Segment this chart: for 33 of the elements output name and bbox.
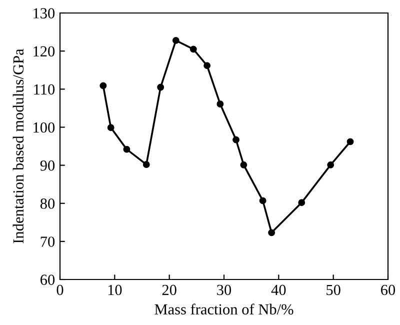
y-tick-label: 120 [34,46,55,57]
point [172,36,180,44]
point [216,100,224,108]
y-tick-label: 60 [40,274,55,285]
x-tick-label: 20 [162,284,176,296]
point [157,84,164,91]
point [268,229,276,236]
x-tick-label: 0 [56,284,64,296]
point [327,161,334,168]
y-tick-label: 80 [40,198,55,209]
point [142,161,150,168]
x-tick-label: 60 [381,284,396,296]
y-tick-label: 130 [34,8,55,18]
point [232,136,240,144]
point [346,138,354,146]
x-tick-label: 50 [326,284,340,296]
y-tick-label: 100 [34,122,55,133]
y-tick-label: 110 [34,84,55,95]
point [204,62,211,70]
y-tick-label: 70 [40,236,55,247]
x-tick-label: 10 [108,284,122,296]
y-axis-title: Indentation based modulus/GPa [12,48,24,244]
x-tick-label: 30 [217,284,232,296]
y-tick-label: 90 [40,160,55,171]
point [123,146,130,153]
point [240,161,248,168]
point [190,46,197,53]
x-tick-label: 40 [271,284,286,296]
x-axis-title: Mass fraction of Nb/% [154,304,294,315]
point [298,199,306,206]
point [100,82,107,90]
point [107,124,114,132]
point [259,197,266,204]
